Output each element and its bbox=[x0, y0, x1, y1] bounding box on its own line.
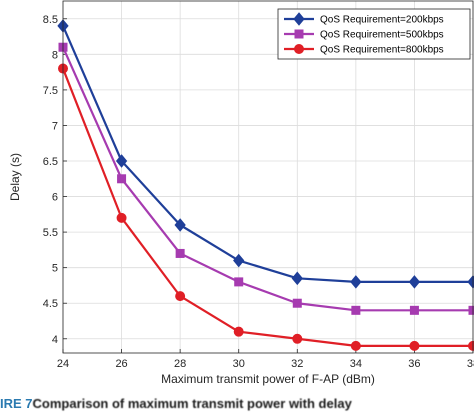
data-point-series-2 bbox=[409, 305, 419, 315]
data-point-series-2 bbox=[234, 277, 244, 287]
legend-entry-2: QoS Requirement=500kbps bbox=[320, 30, 444, 41]
data-point-series-1 bbox=[408, 275, 421, 289]
y-tick-label: 5.5 bbox=[43, 227, 58, 239]
data-point-series-2 bbox=[117, 174, 127, 184]
data-point-series-2 bbox=[292, 298, 302, 308]
data-point-series-3 bbox=[175, 291, 186, 302]
legend: QoS Requirement=200kbps QoS Requirement=5… bbox=[277, 8, 471, 60]
data-point-series-3 bbox=[233, 326, 244, 337]
data-point-series-3 bbox=[350, 340, 361, 351]
data-point-series-1 bbox=[115, 154, 128, 168]
data-point-series-2 bbox=[175, 248, 185, 258]
legend-swatch-marker bbox=[294, 44, 304, 54]
x-axis-label: Maximum transmit power of F-AP (dBm) bbox=[161, 372, 375, 386]
legend-entry-1: QoS Requirement=200kbps bbox=[320, 15, 444, 26]
plot-area bbox=[63, 1, 473, 353]
data-point-series-3 bbox=[292, 333, 303, 344]
delay-vs-power-chart: 24 26 28 30 32 34 36 38 4 4.5 5 5.5 6 6.5 7 7.5 8 8.5 Ma… bbox=[8, 0, 474, 386]
caption-text: Comparison of maximum transmit power wit… bbox=[32, 396, 352, 411]
figure-label: IRE 7 bbox=[0, 396, 33, 411]
y-tick-label: 7.5 bbox=[43, 85, 58, 97]
x-tick-label: 32 bbox=[291, 358, 303, 370]
plot-border bbox=[62, 0, 474, 354]
y-tick-label: 8 bbox=[52, 49, 58, 61]
data-point-series-1 bbox=[233, 253, 245, 268]
x-tick-label: 36 bbox=[408, 358, 420, 370]
data-point-series-3 bbox=[409, 340, 420, 351]
x-tick-labels: 24 26 28 30 32 34 36 38 bbox=[57, 358, 474, 370]
x-tick-label: 28 bbox=[174, 358, 186, 370]
y-axis-label: Delay (s) bbox=[8, 153, 22, 201]
x-tick-label: 26 bbox=[115, 358, 127, 370]
series-line-3 bbox=[61, 68, 473, 347]
y-tick-label: 8.5 bbox=[43, 14, 58, 26]
figure-caption: IRE 7Comparison of maximum transmit powe… bbox=[0, 396, 474, 414]
series-lines bbox=[61, 25, 473, 347]
data-point-series-1 bbox=[291, 271, 303, 286]
y-tick-label: 4 bbox=[52, 334, 58, 346]
x-tick-label: 24 bbox=[57, 358, 69, 370]
series-line-1 bbox=[61, 25, 473, 283]
data-point-series-1 bbox=[350, 275, 362, 289]
y-tick-labels: 4 4.5 5 5.5 6 6.5 7 7.5 8 8.5 bbox=[43, 14, 58, 346]
y-tick-label: 5 bbox=[52, 263, 58, 275]
legend-swatch-marker bbox=[293, 12, 305, 26]
y-tick-label: 6 bbox=[52, 192, 58, 204]
x-tick-label: 30 bbox=[233, 358, 245, 370]
y-tick-label: 4.5 bbox=[43, 298, 58, 310]
series-line-2 bbox=[61, 46, 473, 312]
y-tick-label: 7 bbox=[52, 120, 58, 132]
data-point-series-3 bbox=[116, 212, 127, 223]
y-tick-label: 6.5 bbox=[43, 156, 58, 168]
data-point-series-1 bbox=[174, 218, 186, 232]
legend-entry-3: QoS Requirement=800kbps bbox=[320, 45, 444, 56]
x-tick-label: 38 bbox=[467, 358, 474, 370]
data-point-series-2 bbox=[351, 305, 361, 315]
legend-swatch-marker bbox=[294, 29, 304, 39]
x-tick-label: 34 bbox=[350, 358, 362, 370]
